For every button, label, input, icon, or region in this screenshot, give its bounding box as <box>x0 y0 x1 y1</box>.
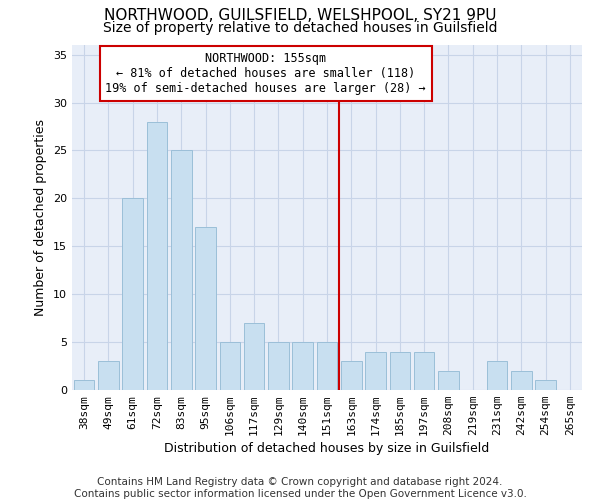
Bar <box>195 227 216 390</box>
Bar <box>535 380 556 390</box>
Bar <box>414 352 434 390</box>
Bar <box>292 342 313 390</box>
Text: NORTHWOOD: 155sqm
← 81% of detached houses are smaller (118)
19% of semi-detache: NORTHWOOD: 155sqm ← 81% of detached hous… <box>106 52 426 95</box>
Bar <box>389 352 410 390</box>
Bar <box>268 342 289 390</box>
Bar <box>98 361 119 390</box>
Text: NORTHWOOD, GUILSFIELD, WELSHPOOL, SY21 9PU: NORTHWOOD, GUILSFIELD, WELSHPOOL, SY21 9… <box>104 8 496 22</box>
Bar <box>438 371 459 390</box>
Bar <box>341 361 362 390</box>
Bar <box>171 150 191 390</box>
Bar <box>122 198 143 390</box>
Text: Contains HM Land Registry data © Crown copyright and database right 2024.
Contai: Contains HM Land Registry data © Crown c… <box>74 478 526 499</box>
Text: Size of property relative to detached houses in Guilsfield: Size of property relative to detached ho… <box>103 21 497 35</box>
Bar <box>220 342 240 390</box>
Bar <box>365 352 386 390</box>
Bar <box>317 342 337 390</box>
Bar <box>487 361 508 390</box>
Bar <box>74 380 94 390</box>
Bar <box>146 122 167 390</box>
Bar <box>244 323 265 390</box>
X-axis label: Distribution of detached houses by size in Guilsfield: Distribution of detached houses by size … <box>164 442 490 456</box>
Bar <box>511 371 532 390</box>
Y-axis label: Number of detached properties: Number of detached properties <box>34 119 47 316</box>
